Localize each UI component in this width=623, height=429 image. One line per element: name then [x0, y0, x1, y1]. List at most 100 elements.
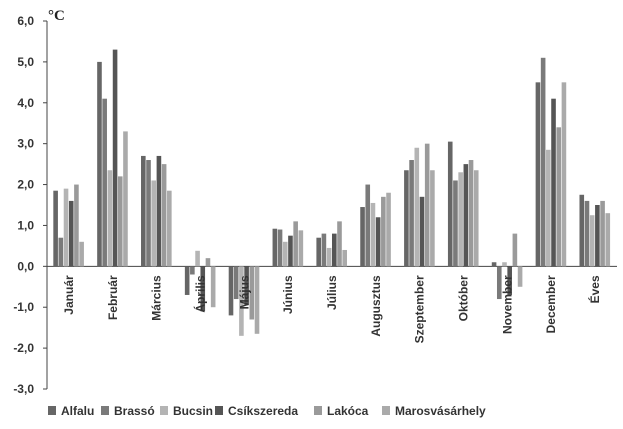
bar-lakóca-1: [117, 176, 123, 267]
bar-brassó-3: [190, 266, 195, 275]
y-tick-label: 5,0: [17, 55, 34, 69]
bar-brassó-4: [233, 266, 239, 300]
bar-brassó-8: [409, 160, 414, 267]
y-tick-label: 2,0: [17, 178, 34, 192]
category-label: Éves: [587, 275, 602, 303]
bar-bucsin-11: [546, 149, 551, 267]
bar-brassó-2: [146, 160, 151, 267]
y-tick-label: 6,0: [17, 14, 34, 28]
bar-csíkszereda-11: [551, 98, 556, 267]
bar-bucsin-12: [589, 215, 595, 267]
legend-swatch: [48, 406, 56, 415]
bar-bucsin-3: [195, 250, 200, 267]
legend-label: Lakóca: [327, 404, 369, 418]
bar-brassó-5: [277, 229, 283, 267]
bar-lakóca-12: [600, 200, 605, 267]
bar-marosvásárhely-8: [430, 170, 435, 267]
bar-marosvásárhely-7: [386, 192, 391, 267]
labels: 6,0 5,0 4,0 3,0 2,0 1,0 0,0 -1,0 -2,0 -3,0 °C Januá…: [13, 8, 602, 396]
bar-alfalu-12: [579, 194, 585, 267]
bar-lakóca-6: [337, 221, 342, 267]
bar-csíkszereda-8: [419, 196, 425, 267]
bar-bucsin-10: [502, 262, 507, 267]
bar-lakóca-4: [249, 266, 255, 320]
bar-marosvásárhely-11: [561, 82, 567, 267]
y-tick-label: 3,0: [17, 137, 34, 151]
y-tick-label: -3,0: [13, 382, 34, 396]
bar-lakóca-5: [293, 221, 298, 267]
bar-marosvásárhely-5: [298, 230, 304, 267]
bar-alfalu-5: [272, 228, 278, 267]
legend-label: Csíkszereda: [228, 404, 298, 418]
bars: [53, 49, 611, 336]
bar-bucsin-5: [282, 241, 288, 267]
y-tick-label: 1,0: [17, 218, 34, 232]
bar-csíkszereda-2: [156, 155, 162, 267]
bar-bucsin-2: [151, 180, 157, 267]
bar-alfalu-2: [141, 155, 146, 267]
legend-label: Brassó: [114, 404, 155, 418]
bar-marosvásárhely-3: [210, 266, 216, 308]
category-label: November: [500, 275, 514, 334]
bar-csíkszereda-12: [595, 205, 600, 267]
bar-bucsin-9: [458, 172, 463, 267]
bar-lakóca-7: [381, 196, 386, 267]
category-label: Április: [192, 275, 207, 313]
bar-brassó-6: [321, 233, 327, 267]
bar-marosvásárhely-9: [473, 170, 479, 267]
bar-brassó-12: [584, 200, 590, 267]
category-label: Június: [281, 275, 295, 314]
bar-lakóca-2: [161, 164, 167, 267]
bar-csíkszereda-1: [112, 49, 118, 267]
bar-lakóca-8: [424, 143, 430, 267]
bar-lakóca-11: [556, 127, 562, 267]
category-label: December: [544, 275, 558, 333]
legend-swatch: [382, 406, 390, 415]
bar-marosvásárhely-2: [167, 190, 172, 267]
bar-bucsin-0: [63, 188, 69, 267]
bar-marosvásárhely-12: [605, 213, 611, 267]
bar-brassó-7: [365, 184, 371, 267]
legend-swatch: [215, 406, 223, 415]
category-label: Február: [106, 275, 120, 320]
bar-csíkszereda-5: [288, 235, 293, 267]
bar-bucsin-1: [107, 170, 113, 267]
bar-lakóca-10: [512, 233, 518, 267]
y-tick-label: -2,0: [13, 341, 34, 355]
bar-marosvásárhely-4: [254, 266, 260, 334]
bar-alfalu-10: [491, 262, 497, 267]
bar-alfalu-6: [316, 237, 321, 267]
legend-swatch: [160, 406, 168, 415]
bar-bucsin-8: [414, 147, 420, 267]
y-tick-label: 0,0: [17, 259, 34, 273]
category-label: Január: [62, 275, 76, 315]
bar-alfalu-7: [360, 207, 365, 267]
y-tick-label: -1,0: [13, 300, 34, 314]
legend: Alfalu Brassó Bucsin Csíkszereda Lakóca Maros…: [48, 404, 486, 418]
bar-brassó-1: [102, 98, 107, 267]
legend-swatch: [101, 406, 109, 415]
bar-alfalu-9: [447, 141, 453, 267]
bar-lakóca-9: [468, 160, 474, 267]
bar-csíkszereda-3: [200, 266, 206, 312]
bar-marosvásárhely-6: [342, 249, 347, 267]
bar-alfalu-3: [184, 266, 190, 295]
bar-marosvásárhely-1: [123, 131, 128, 267]
legend-swatch: [314, 406, 322, 415]
bar-csíkszereda-4: [244, 266, 249, 306]
bar-alfalu-1: [97, 61, 102, 267]
bar-bucsin-4: [239, 266, 244, 336]
bar-alfalu-0: [53, 190, 58, 267]
legend-label: Marosvásárhely: [395, 404, 486, 418]
bar-brassó-11: [540, 57, 546, 267]
bar-bucsin-6: [326, 247, 332, 267]
bar-lakóca-3: [205, 258, 211, 267]
bar-csíkszereda-6: [332, 233, 337, 267]
category-label: Május: [237, 275, 251, 309]
bar-alfalu-8: [404, 170, 409, 267]
category-label: Október: [457, 275, 471, 321]
bar-csíkszereda-9: [463, 164, 469, 267]
legend-label: Bucsin: [173, 404, 213, 418]
